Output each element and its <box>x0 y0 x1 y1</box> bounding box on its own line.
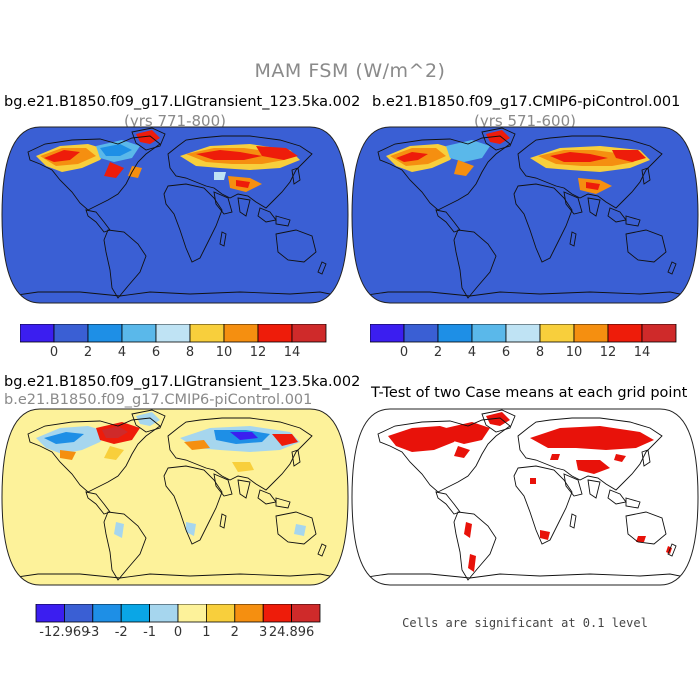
colorbar-swatch <box>149 604 179 623</box>
colorbar-tick-label: 8 <box>536 345 544 360</box>
significance-note: Cells are significant at 0.1 level <box>402 616 648 630</box>
colorbar-tick-label: 12 <box>600 345 617 360</box>
colorbar-tick-label: 24.896 <box>269 625 315 640</box>
map-top-left <box>1 126 349 304</box>
colorbar-tick-label: 10 <box>566 345 583 360</box>
colorbar-swatch <box>573 324 609 343</box>
colorbar-tick-label: 4 <box>118 345 126 360</box>
map-bottom-left <box>1 408 349 586</box>
colorbar-swatch <box>505 324 541 343</box>
colorbar-swatch <box>291 324 327 343</box>
colorbar-swatch <box>155 324 191 343</box>
colorbar-tick-label: -3 <box>86 625 99 640</box>
colorbar-swatch <box>20 324 55 343</box>
map-top-right <box>351 126 699 304</box>
colorbar-tick-label: 0 <box>174 625 182 640</box>
colorbar-swatch <box>403 324 439 343</box>
colorbar-tick-label: 14 <box>634 345 651 360</box>
colorbar-bottom-left: -12.969-3 -2 -1 0 1 2 3 24.896 <box>35 604 321 640</box>
colorbar-swatch <box>471 324 507 343</box>
colorbar-swatch <box>291 604 321 623</box>
colorbar-tick-label: 0 <box>400 345 408 360</box>
map-frame <box>1 408 349 586</box>
colorbar-tick-label: -2 <box>115 625 128 640</box>
colorbar-swatch <box>437 324 473 343</box>
colorbar-swatch <box>92 604 122 623</box>
colorbar-tick-label: 2 <box>231 625 239 640</box>
colorbar-swatch <box>234 604 264 623</box>
colorbar-swatch <box>262 604 293 623</box>
significant-cells <box>388 412 672 572</box>
panel-title-bottom-right: T-Test of two Case means at each grid po… <box>371 385 688 401</box>
colorbar-swatch <box>205 604 236 623</box>
colorbar-tick-label: 8 <box>186 345 194 360</box>
colorbar-tick-label: -1 <box>143 625 156 640</box>
map-bottom-right <box>351 408 699 586</box>
panel-title-bottom-left: bg.e21.B1850.f09_g17.LIGtransient_123.5k… <box>4 374 361 390</box>
colorbar-tick-label: -12.969 <box>39 625 89 640</box>
colorbar-swatch <box>641 324 677 343</box>
colorbar-tick-label: 0 <box>50 345 58 360</box>
map-frame <box>351 408 699 586</box>
colorbar-swatch <box>53 324 89 343</box>
colorbar-top-left: 0 2 4 6 8 10 12 14 <box>20 324 327 360</box>
colorbar-tick-label: 10 <box>216 345 233 360</box>
colorbar-swatch <box>121 324 157 343</box>
figure-title: MAM FSM (W/m^2) <box>254 60 446 82</box>
colorbar-swatch <box>87 324 123 343</box>
colorbar-swatch <box>64 604 94 623</box>
map-frame <box>351 126 699 304</box>
panel-subtitle-top-left: (yrs 771-800) <box>123 112 226 130</box>
colorbar-tick-label: 6 <box>502 345 510 360</box>
panel-subtitle-bottom-left: b.e21.B1850.f09_g17.CMIP6-piControl.001 <box>4 392 313 408</box>
colorbar-swatch <box>539 324 575 343</box>
panel-title-top-right: b.e21.B1850.f09_g17.CMIP6-piControl.001 <box>372 94 681 110</box>
colorbar-swatch <box>35 604 65 623</box>
colorbar-swatch <box>257 324 293 343</box>
panel-title-top-left: bg.e21.B1850.f09_g17.LIGtransient_123.5k… <box>4 94 361 110</box>
colorbar-top-right: 0 2 4 6 8 10 12 14 <box>370 324 677 360</box>
panel-subtitle-top-right: (yrs 571-600) <box>473 112 576 130</box>
colorbar-tick-label: 1 <box>202 625 210 640</box>
colorbar-swatch <box>223 324 259 343</box>
colorbar-swatch <box>189 324 225 343</box>
map-frame <box>1 126 349 304</box>
colorbar-swatch <box>120 604 150 623</box>
colorbar-tick-label: 2 <box>434 345 442 360</box>
colorbar-tick-label: 14 <box>284 345 301 360</box>
colorbar-tick-label: 2 <box>84 345 92 360</box>
colorbar-tick-label: 12 <box>250 345 267 360</box>
colorbar-swatch <box>177 604 207 623</box>
colorbar-tick-label: 4 <box>468 345 476 360</box>
colorbar-swatch <box>607 324 643 343</box>
colorbar-tick-label: 6 <box>152 345 160 360</box>
colorbar-tick-label: 3 <box>259 625 267 640</box>
colorbar-swatch <box>370 324 405 343</box>
